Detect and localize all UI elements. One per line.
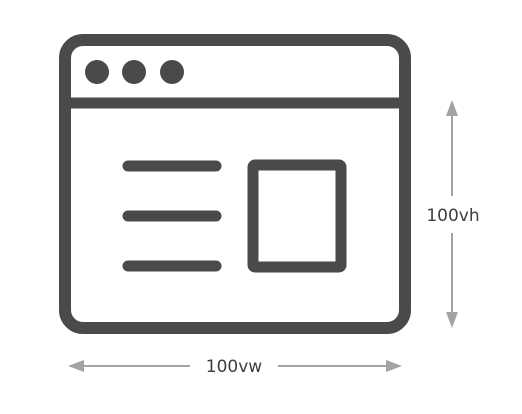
browser-window-icon xyxy=(59,34,411,334)
window-control-dots-icon xyxy=(85,60,184,84)
image-placeholder-icon xyxy=(247,159,347,273)
arrow-right-icon xyxy=(386,360,402,372)
arrow-up-icon xyxy=(446,100,458,116)
window-dot-1 xyxy=(85,60,109,84)
height-label: 100vh xyxy=(426,206,479,226)
arrow-left-icon xyxy=(68,360,84,372)
width-label: 100vw xyxy=(206,357,263,377)
arrow-down-icon xyxy=(446,312,458,328)
window-frame xyxy=(59,34,411,334)
height-dimension-arrow: 100vh xyxy=(426,100,480,328)
width-dimension-arrow: 100vw xyxy=(68,357,402,377)
window-dot-2 xyxy=(122,60,146,84)
text-lines-icon xyxy=(122,160,222,272)
window-dot-3 xyxy=(160,60,184,84)
